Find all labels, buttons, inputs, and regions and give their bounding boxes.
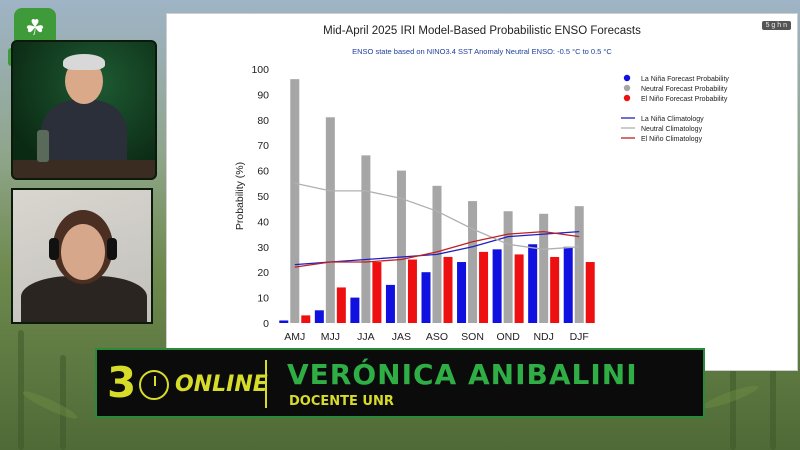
bar-elnino [479,251,489,323]
x-tick-label: MJJ [321,331,340,343]
legend-label: La Niña Forecast Probability [641,76,729,83]
bar-neutral [539,213,549,323]
bar-elnino [443,256,453,323]
climatology-line-neutral [294,182,580,250]
enso-forecast-chart: 0 10 20 30 40 50 60 70 80 90 100 Probability (%) AMJ… [234,64,729,343]
speaker-role: DOCENTE UNR [289,394,394,409]
climatology-line-elnino [294,230,580,268]
enso-forecast-chart-panel: 5 g h n Mid-April 2025 IRI Model-Based P… [166,13,798,371]
bar-elnino [550,256,560,323]
climatology-line-lanina [294,230,580,266]
y-tick-label: 90 [257,89,269,101]
y-axis-label: Probability (%) [234,162,246,230]
x-tick-label: AMJ [284,331,305,343]
x-tick-label: JJA [357,331,375,343]
bar-neutral [396,170,406,323]
bar-neutral [361,155,371,323]
bar-lanina [492,249,502,323]
legend-label: La Niña Climatology [641,116,704,123]
speaker-name: VERÓNICA ANIBALINI [287,358,638,391]
program-name: ONLINE [175,372,268,397]
y-tick-label: 100 [251,64,269,76]
banner-divider [265,360,267,408]
bar-lanina [457,262,467,323]
y-tick-label: 70 [257,140,269,152]
y-tick-label: 10 [257,293,269,305]
y-tick-label: 0 [263,318,269,330]
bar-elnino [336,287,346,323]
bar-neutral [503,211,513,323]
host-video-feed [11,40,157,180]
bar-neutral [325,117,335,323]
x-tick-label: ASO [426,331,448,343]
bar-lanina [279,320,289,323]
bar-neutral [468,201,478,323]
legend-label: Neutral Forecast Probability [641,86,728,93]
legend-marker [623,74,631,82]
bar-elnino [407,259,417,323]
bar-elnino [585,262,595,323]
program-number: 3 [107,358,137,407]
x-tick-label: DJF [570,331,589,343]
bar-elnino [301,315,311,323]
bar-neutral [290,79,300,323]
y-tick-label: 60 [257,166,269,178]
guest-video-feed [11,188,153,324]
y-tick-label: 80 [257,115,269,127]
legend-marker [623,94,631,102]
chart-subtitle: ENSO state based on NINO3.4 SST Anomaly … [352,47,612,56]
clock-icon [139,370,169,400]
bar-lanina [314,310,324,323]
y-tick-label: 50 [257,191,269,203]
chart-title: Mid-April 2025 IRI Model-Based Probabili… [323,25,641,37]
window-tag: 5 g h n [761,21,791,30]
lower-third-banner: 3 ONLINE VERÓNICA ANIBALINI DOCENTE UNR [95,348,705,418]
x-tick-label: OND [496,331,520,343]
legend-label: El Niño Climatology [641,136,703,143]
y-tick-label: 20 [257,267,269,279]
bar-lanina [563,246,573,323]
bar-elnino [514,254,524,323]
x-tick-label: JAS [392,331,411,343]
bar-lanina [350,297,360,323]
y-tick-label: 40 [257,216,269,228]
bar-elnino [372,262,382,323]
x-tick-label: NDJ [533,331,553,343]
bar-lanina [421,272,431,323]
bar-lanina [528,244,538,323]
bar-lanina [385,284,395,323]
x-tick-label: SON [461,331,484,343]
legend-label: El Niño Forecast Probability [641,96,728,103]
legend-marker [623,84,631,92]
legend-label: Neutral Climatology [641,126,703,133]
y-tick-label: 30 [257,242,269,254]
bar-neutral [574,206,584,323]
